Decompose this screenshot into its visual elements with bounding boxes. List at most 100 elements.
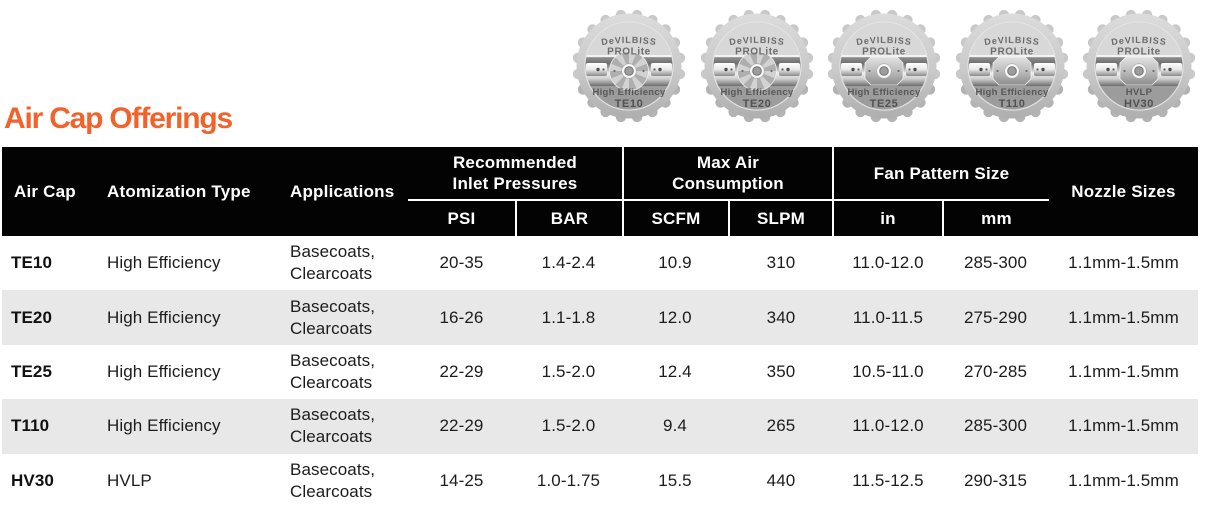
col-header-psi: PSI [408, 201, 515, 236]
cell-nozzle-sizes: 1.1mm-1.5mm [1068, 253, 1179, 273]
cell-psi: 22-29 [408, 399, 515, 454]
cell-atomization-type: High Efficiency [97, 290, 283, 345]
cell-slpm: 350 [766, 361, 796, 381]
cap-lower-area [1095, 86, 1183, 110]
cap-lower-area [840, 86, 928, 110]
table-row: TE10 High Efficiency Basecoats, Clearcoats… [2, 236, 1198, 290]
table-row: T110 High Efficiency Basecoats, Clearcoats… [2, 399, 1198, 454]
cap-series-text: PROLite [990, 47, 1034, 58]
table-body: TE10 High Efficiency Basecoats, Clearcoats… [2, 236, 1198, 508]
cell-applications: Basecoats, Clearcoats [290, 350, 376, 392]
cap-nozzle-hole [1134, 66, 1144, 76]
cap-type-text: High Efficiency [847, 87, 921, 98]
aircap-image: DeVILBISS PROLite High Efficiency T110 [955, 9, 1068, 123]
cell-air-cap: T110 [2, 399, 97, 454]
cell-applications: Basecoats, Clearcoats [290, 242, 376, 284]
cap-type-text: High Efficiency [720, 87, 794, 98]
aircap-image: DeVILBISS PROLite High Efficiency TE25 [827, 9, 941, 123]
cap-code-text: T110 [998, 98, 1025, 110]
cap-nozzle-hole [624, 66, 634, 76]
cell-applications: Basecoats, Clearcoats [283, 399, 408, 454]
cell-psi: 14-25 [439, 470, 484, 490]
cell-psi: 16-26 [408, 290, 515, 345]
cell-air-cap: HV30 [11, 470, 54, 490]
cap-nozzle-hole [1006, 66, 1017, 76]
cell-scfm: 12.4 [658, 361, 692, 381]
aircap-images-strip: DeVILBISS PROLite High Efficiency TE10 [572, 9, 1196, 123]
cell-fan-in: 10.5-11.0 [852, 361, 924, 381]
cell-slpm: 340 [728, 290, 834, 345]
aircap-image: DeVILBISS PROLite High Efficiency TE10 [572, 9, 686, 123]
cell-fan-mm: 275-290 [942, 290, 1049, 345]
group-header-fan-pattern-size: Fan Pattern Size [834, 147, 1049, 201]
cap-series-text: PROLite [862, 47, 906, 58]
cap-code-text: TE20 [742, 98, 771, 110]
cell-fan-mm: 285-300 [942, 399, 1049, 454]
table-row: HV30 HVLP Basecoats, Clearcoats 14-25 1.0-1.… [2, 454, 1198, 508]
aircap-image: DeVILBISS PROLite High Efficiency TE20 [700, 9, 813, 123]
col-header-mm: mm [942, 201, 1049, 236]
cell-bar: 1.1-1.8 [515, 290, 622, 345]
cell-fan-mm: 290-315 [963, 470, 1028, 490]
cell-fan-in: 11.5-12.5 [852, 470, 924, 490]
cap-band-highlight [1095, 55, 1183, 58]
cell-atomization-type: High Efficiency [97, 399, 283, 454]
cap-nozzle-hole [751, 66, 762, 76]
cell-bar: 1.5-2.0 [541, 361, 596, 381]
cap-series-text: PROLite [1117, 47, 1161, 58]
col-header-scfm: SCFM [622, 201, 728, 236]
col-header-bar: BAR [515, 201, 622, 236]
cell-nozzle-sizes: 1.1mm-1.5mm [1049, 399, 1198, 454]
cap-type-text: High Efficiency [592, 87, 666, 98]
cell-fan-in: 11.0-12.0 [852, 253, 924, 273]
cell-scfm: 10.9 [658, 253, 692, 273]
aircap-image: DeVILBISS PROLite HVLP HV30 [1082, 9, 1196, 123]
cap-type-text: High Efficiency [975, 87, 1049, 98]
col-header-nozzle-sizes: Nozzle Sizes [1049, 147, 1198, 236]
cell-fan-mm: 285-300 [963, 253, 1028, 273]
cap-type-text: HVLP [1126, 87, 1153, 98]
cell-scfm: 9.4 [622, 399, 728, 454]
group-header-recommended-inlet-pressures: Recommended Inlet Pressures [408, 147, 622, 201]
cell-applications: Basecoats, Clearcoats [290, 459, 376, 501]
col-header-slpm: SLPM [728, 201, 834, 236]
cell-fan-in: 11.0-11.5 [834, 290, 942, 345]
cell-atomization-type: High Efficiency [107, 361, 221, 381]
cell-nozzle-sizes: 1.1mm-1.5mm [1068, 361, 1179, 381]
cell-fan-mm: 270-285 [963, 361, 1028, 381]
cap-code-text: TE10 [615, 98, 644, 110]
cell-nozzle-sizes: 1.1mm-1.5mm [1068, 470, 1179, 490]
cell-bar: 1.0-1.75 [536, 470, 601, 490]
cap-nozzle-hole [879, 66, 889, 76]
cell-air-cap: TE25 [11, 361, 53, 381]
col-header-atomization-type: Atomization Type [97, 147, 283, 236]
cap-code-text: TE25 [870, 98, 899, 110]
cap-band-highlight [968, 55, 1055, 58]
aircap-spec-table: Air Cap Atomization Type Applications Re… [2, 147, 1198, 508]
page-title: Air Cap Offerings [4, 102, 233, 135]
cell-atomization-type: HVLP [107, 470, 152, 490]
cell-slpm: 440 [766, 470, 796, 490]
cell-slpm: 310 [766, 253, 796, 273]
cell-atomization-type: High Efficiency [107, 253, 221, 273]
cap-series-text: PROLite [607, 47, 651, 58]
group-header-max-air-consumption: Max Air Consumption [622, 147, 834, 201]
col-header-air-cap: Air Cap [2, 147, 97, 236]
cell-psi: 20-35 [439, 253, 484, 273]
col-header-in: in [834, 201, 942, 236]
cap-lower-area [968, 86, 1055, 110]
cell-fan-in: 11.0-12.0 [834, 399, 942, 454]
cap-lower-area [585, 86, 673, 110]
cell-slpm: 265 [728, 399, 834, 454]
cell-air-cap: TE20 [2, 290, 97, 345]
table-header: Air Cap Atomization Type Applications Re… [2, 147, 1198, 236]
cell-applications: Basecoats, Clearcoats [283, 290, 408, 345]
col-header-applications: Applications [283, 147, 408, 236]
cap-series-text: PROLite [735, 47, 779, 58]
cell-bar: 1.5-2.0 [515, 399, 622, 454]
cell-scfm: 15.5 [658, 470, 692, 490]
cap-band-highlight [840, 55, 928, 58]
cell-air-cap: TE10 [11, 253, 53, 273]
cell-psi: 22-29 [439, 361, 484, 381]
